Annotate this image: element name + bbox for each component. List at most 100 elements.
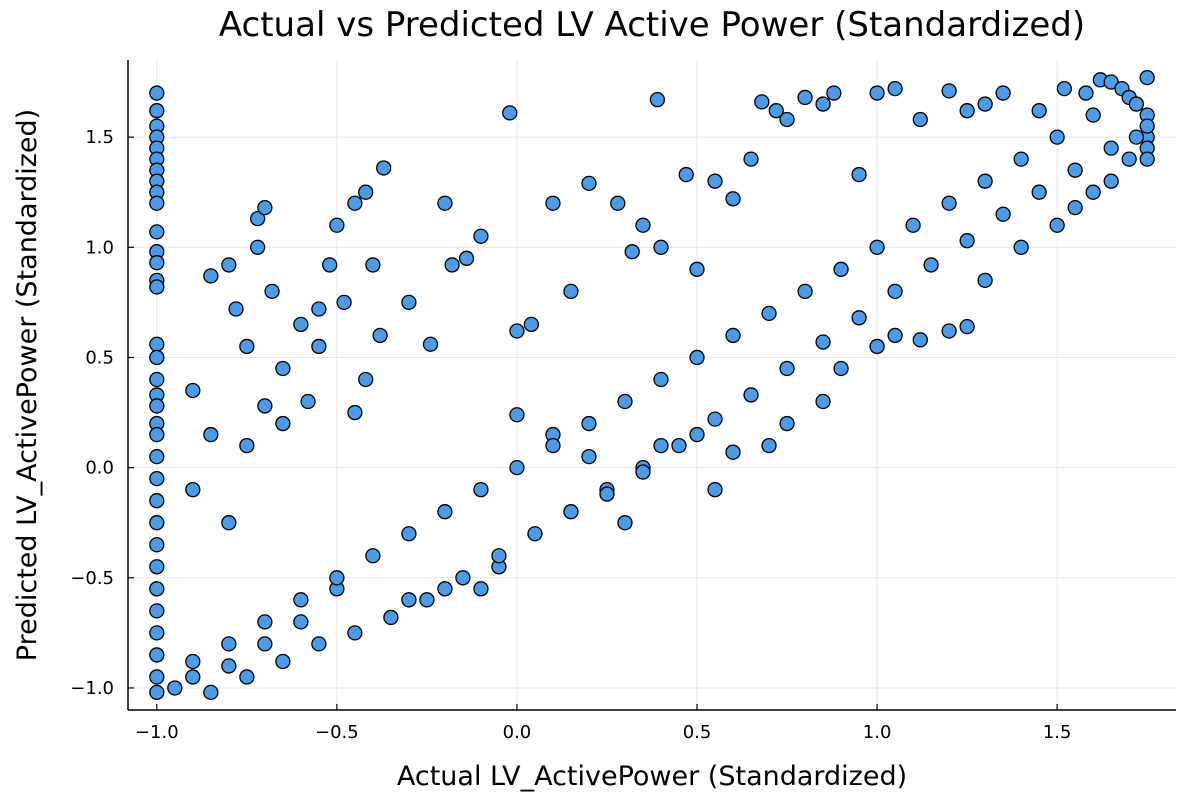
data-point-139 — [1121, 151, 1137, 167]
data-point-45 — [300, 393, 316, 410]
ticks-layer: −1.0 −0.5 0.0 0.5 1.0 1.5 −1.0 −0.5 0.0 0.5 1.0 1.5 — [70, 127, 1071, 743]
data-point-81 — [678, 166, 694, 183]
data-point-157 — [455, 570, 471, 586]
data-point-131 — [941, 323, 957, 339]
data-point-55 — [358, 371, 374, 388]
data-point-70 — [502, 105, 518, 121]
data-point-90 — [815, 96, 831, 112]
data-point-15 — [149, 336, 165, 352]
y-tick-label-1: −0.5 — [70, 568, 114, 589]
data-point-59 — [257, 398, 273, 414]
data-point-166 — [779, 360, 795, 377]
data-point-176 — [1128, 129, 1145, 145]
data-point-154 — [347, 625, 363, 641]
data-point-188 — [689, 349, 705, 366]
data-point-146 — [257, 636, 273, 652]
data-point-124 — [761, 437, 777, 454]
data-point-195 — [437, 504, 453, 520]
data-point-10 — [149, 224, 165, 240]
data-point-165 — [743, 387, 759, 403]
data-point-23 — [149, 470, 165, 487]
data-point-9 — [149, 195, 165, 211]
data-point-123 — [725, 444, 741, 460]
data-point-180 — [977, 173, 993, 189]
data-point-135 — [1049, 217, 1065, 233]
data-point-79 — [649, 92, 666, 108]
data-point-141 — [437, 581, 453, 597]
data-point-158 — [491, 548, 507, 564]
data-point-152 — [275, 653, 291, 670]
y-tick-label-3: 0.5 — [85, 347, 114, 368]
x-tick-label-4: 1.0 — [863, 722, 892, 743]
data-point-164 — [707, 411, 723, 427]
data-point-162 — [635, 464, 651, 480]
data-point-85 — [743, 151, 759, 167]
data-point-201 — [221, 636, 237, 652]
data-point-156 — [419, 592, 435, 608]
data-point-183 — [869, 239, 885, 255]
data-point-93 — [869, 85, 885, 101]
data-point-200 — [257, 614, 273, 630]
data-point-137 — [1085, 184, 1101, 200]
data-point-118 — [617, 515, 633, 531]
data-point-197 — [365, 548, 381, 564]
y-tick-label-2: 0.0 — [85, 458, 114, 479]
data-point-25 — [149, 515, 165, 531]
data-point-187 — [725, 327, 741, 344]
data-point-88 — [779, 111, 795, 128]
data-point-113 — [1139, 118, 1155, 134]
data-point-72 — [523, 316, 540, 333]
data-point-94 — [887, 80, 903, 97]
data-point-52 — [365, 257, 381, 273]
data-point-66 — [437, 195, 453, 211]
data-point-193 — [509, 459, 525, 476]
x-tick-label-5: 1.5 — [1043, 722, 1072, 743]
data-point-32 — [149, 669, 165, 685]
data-point-160 — [563, 504, 579, 520]
x-tick-label-3: 0.5 — [683, 722, 712, 743]
data-point-36 — [221, 257, 237, 273]
y-tick-label-5: 1.5 — [85, 127, 114, 148]
axes-layer — [127, 60, 1176, 711]
y-tick-label-0: −1.0 — [70, 678, 114, 699]
data-point-41 — [249, 239, 266, 255]
data-point-99 — [995, 85, 1011, 101]
y-tick-label-4: 1.0 — [85, 237, 114, 258]
data-point-116 — [581, 448, 597, 465]
data-point-151 — [239, 669, 255, 685]
data-point-167 — [815, 334, 831, 350]
data-point-0 — [149, 85, 165, 101]
data-point-46 — [311, 301, 327, 317]
data-point-44 — [293, 316, 309, 333]
points-layer — [149, 69, 1155, 701]
data-point-34 — [185, 382, 201, 399]
data-point-50 — [347, 195, 363, 211]
data-point-87 — [768, 103, 784, 119]
data-point-101 — [1056, 80, 1073, 97]
data-point-60 — [239, 437, 255, 454]
data-point-14 — [149, 279, 165, 295]
data-point-49 — [336, 294, 352, 311]
data-point-132 — [959, 318, 975, 335]
data-point-98 — [977, 96, 993, 112]
data-point-130 — [912, 332, 928, 348]
x-axis-label: Actual LV_ActivePower (Standardized) — [397, 761, 907, 792]
data-point-140 — [401, 592, 417, 608]
data-point-84 — [725, 191, 741, 207]
data-point-172 — [995, 206, 1011, 222]
data-point-171 — [959, 233, 975, 249]
data-point-192 — [545, 437, 561, 454]
data-point-134 — [1013, 239, 1029, 255]
data-point-22 — [149, 448, 165, 465]
data-point-30 — [149, 625, 165, 641]
data-point-47 — [322, 257, 338, 273]
data-point-21 — [149, 426, 165, 443]
data-point-149 — [167, 680, 183, 696]
data-point-37 — [228, 301, 244, 317]
data-point-138 — [1103, 173, 1119, 189]
data-point-128 — [869, 338, 885, 355]
data-point-185 — [797, 283, 813, 300]
data-point-120 — [653, 437, 669, 454]
data-point-48 — [329, 217, 345, 233]
data-point-71 — [509, 323, 525, 339]
